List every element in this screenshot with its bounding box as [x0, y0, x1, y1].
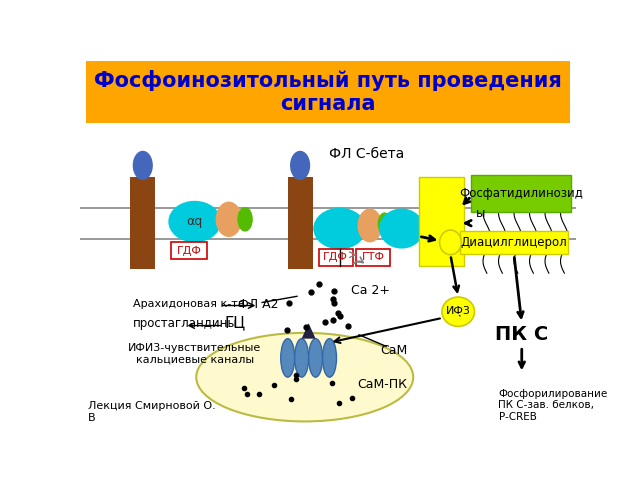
Ellipse shape [290, 151, 310, 180]
Bar [319, 249, 353, 265]
Text: ИФ̘3: ИФ̘3 [446, 306, 470, 317]
Bar [172, 242, 207, 259]
Ellipse shape [440, 230, 461, 255]
Text: Фосфоинозитольный путь проведения
сигнала: Фосфоинозитольный путь проведения сигнал… [94, 70, 562, 114]
Text: Диацилглицерол: Диацилглицерол [461, 236, 568, 249]
Ellipse shape [132, 151, 153, 180]
Text: ы: ы [476, 207, 485, 220]
Ellipse shape [196, 333, 413, 421]
Ellipse shape [313, 208, 366, 249]
Ellipse shape [308, 339, 323, 377]
Text: ГТФ: ГТФ [362, 252, 385, 262]
Ellipse shape [379, 208, 424, 249]
Bar [419, 177, 465, 265]
Bar [131, 177, 155, 269]
Text: ФЛ А2: ФЛ А2 [238, 298, 278, 311]
Bar [288, 177, 312, 269]
Polygon shape [301, 323, 316, 339]
Ellipse shape [358, 208, 382, 242]
Text: Лекция Смирновой О.
В: Лекция Смирновой О. В [88, 401, 216, 422]
Text: ФЛ С-бета: ФЛ С-бета [329, 147, 404, 161]
Bar [460, 231, 568, 254]
Bar [86, 61, 570, 123]
Text: ГДФ: ГДФ [323, 252, 348, 262]
Text: ИФИ3-чувствительные
кальциевые каналы: ИФИ3-чувствительные кальциевые каналы [128, 343, 261, 365]
Ellipse shape [216, 202, 242, 237]
Ellipse shape [323, 339, 337, 377]
Text: ГЦ: ГЦ [225, 316, 246, 331]
Text: Фосфорилирование
ПК С-зав. белков,
P-CREB: Фосфорилирование ПК С-зав. белков, P-CRE… [499, 389, 608, 422]
Text: Фосфатидилинозид: Фосфатидилинозид [459, 187, 583, 200]
Ellipse shape [168, 201, 221, 242]
Bar [356, 249, 390, 265]
Ellipse shape [281, 339, 294, 377]
Text: простагландины: простагландины [132, 317, 237, 330]
Text: Арахидоновая к-та: Арахидоновая к-та [132, 299, 244, 309]
Text: СаМ-ПК: СаМ-ПК [357, 378, 407, 391]
Text: СаМ: СаМ [380, 344, 408, 357]
Text: ПК С: ПК С [495, 325, 548, 344]
Text: Ca 2+: Ca 2+ [351, 284, 390, 297]
Ellipse shape [378, 212, 392, 236]
Ellipse shape [442, 297, 474, 326]
Ellipse shape [294, 339, 308, 377]
Text: αq: αq [187, 215, 203, 228]
Bar [472, 175, 571, 212]
Ellipse shape [237, 207, 253, 232]
Text: ГДФ: ГДФ [177, 246, 202, 256]
